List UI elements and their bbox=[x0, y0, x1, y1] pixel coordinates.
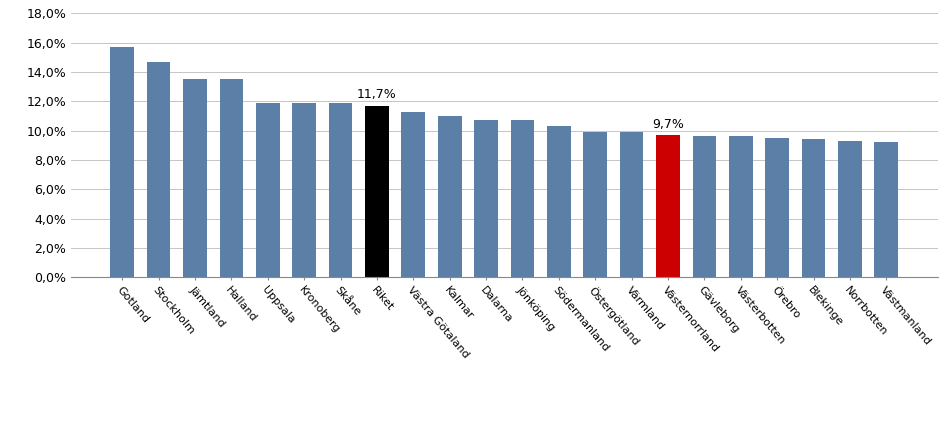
Bar bbox=[183, 80, 206, 277]
Bar bbox=[802, 139, 826, 277]
Bar bbox=[111, 47, 134, 277]
Bar bbox=[147, 62, 170, 277]
Bar bbox=[692, 136, 716, 277]
Bar bbox=[874, 142, 898, 277]
Bar bbox=[765, 138, 789, 277]
Bar bbox=[438, 116, 461, 277]
Bar bbox=[366, 106, 389, 277]
Bar bbox=[256, 103, 279, 277]
Bar bbox=[510, 120, 534, 277]
Bar bbox=[838, 141, 862, 277]
Bar bbox=[220, 80, 243, 277]
Bar bbox=[547, 126, 571, 277]
Bar bbox=[583, 132, 607, 277]
Bar bbox=[293, 103, 316, 277]
Bar bbox=[729, 136, 753, 277]
Text: 11,7%: 11,7% bbox=[357, 89, 397, 101]
Bar bbox=[329, 103, 352, 277]
Bar bbox=[402, 112, 425, 277]
Text: 9,7%: 9,7% bbox=[652, 118, 684, 131]
Bar bbox=[656, 135, 680, 277]
Bar bbox=[474, 120, 498, 277]
Bar bbox=[619, 132, 643, 277]
